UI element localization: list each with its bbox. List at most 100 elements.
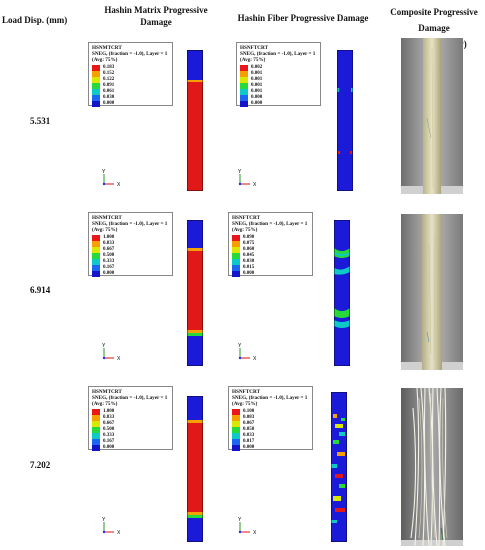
row2-matrix-beam	[186, 219, 204, 367]
legend-entry: 0.083	[232, 414, 309, 421]
legend-value: 0.033	[243, 432, 255, 438]
svg-text:Y: Y	[102, 169, 106, 175]
legend-value: 0.075	[243, 240, 255, 246]
legend-swatch	[240, 100, 248, 107]
legend-entry: 0.090	[232, 234, 309, 241]
legend-entry: 0.667	[92, 246, 169, 253]
legend-value: 0.090	[243, 234, 255, 240]
svg-text:Y: Y	[102, 343, 106, 349]
legend-swatch	[92, 82, 100, 89]
row3-matrix-beam	[186, 395, 204, 543]
legend-swatch	[232, 438, 240, 445]
legend-value: 0.002	[251, 64, 263, 70]
legend-value: 0.001	[251, 82, 263, 88]
svg-text:X: X	[253, 530, 257, 536]
legend-swatch	[92, 100, 100, 107]
row2-fiber-legend: HSNFTCRT SNEG, (fraction = -1.0), Layer …	[228, 212, 313, 277]
legend-entry: 0.183	[92, 64, 169, 71]
load-disp-header: Load Disp. (mm)	[2, 15, 68, 25]
row1-fiber-beam	[336, 49, 354, 192]
row2-matrix-legend: HSNMTCRT SNEG, (fraction = -1.0), Layer …	[88, 212, 173, 277]
legend-value: 0.060	[243, 246, 255, 252]
svg-text:Y: Y	[238, 169, 242, 175]
row2-disp-label: 6.914	[30, 285, 51, 295]
legend-entry: 0.050	[232, 426, 309, 433]
legend-entry: 0.000	[92, 270, 169, 277]
legend-swatch	[240, 88, 248, 95]
legend-entry: 0.000	[232, 444, 309, 451]
legend-value: 0.000	[251, 94, 263, 100]
legend-entry: 1.000	[92, 234, 169, 241]
legend-value: 1.000	[103, 408, 115, 414]
legend-swatch	[92, 420, 100, 427]
legend-swatch	[232, 240, 240, 247]
legend-swatch	[92, 414, 100, 421]
legend-value: 0.667	[103, 420, 115, 426]
legend-swatch	[232, 408, 240, 415]
legend-entry: 0.001	[240, 76, 317, 83]
legend-entry: 0.000	[92, 444, 169, 451]
svg-text:X: X	[117, 356, 121, 362]
legend-value: 0.152	[103, 70, 115, 76]
legend-value: 0.030	[103, 94, 115, 100]
legend-value: 0.050	[243, 426, 255, 432]
legend-swatch	[232, 420, 240, 427]
legend-value: 0.091	[103, 82, 115, 88]
legend-value: 0.000	[243, 444, 255, 450]
legend-value: 0.017	[243, 438, 255, 444]
legend-entry: 0.000	[92, 100, 169, 107]
legend-entry: 0.100	[232, 408, 309, 415]
legend-swatch	[232, 414, 240, 421]
legend-entry: 0.060	[232, 246, 309, 253]
legend-value: 0.045	[243, 252, 255, 258]
legend-swatch	[92, 408, 100, 415]
legend-swatch	[240, 70, 248, 77]
legend-swatch	[92, 240, 100, 247]
row1-matrix-beam	[186, 49, 204, 207]
legend-value: 0.500	[103, 252, 115, 258]
legend-swatch	[92, 426, 100, 433]
legend-swatch	[92, 88, 100, 95]
legend-swatch	[92, 252, 100, 259]
fiber-damage-header: Hashin Fiber Progressive Damage	[237, 13, 369, 23]
legend-entry: 0.333	[92, 258, 169, 265]
row1-matrix-legend: HSNMTCRT SNEG, (fraction = -1.0), Layer …	[88, 42, 173, 107]
legend-value: 0.100	[243, 408, 255, 414]
legend-swatch	[232, 246, 240, 253]
legend-swatch	[92, 270, 100, 277]
legend-swatch	[92, 246, 100, 253]
legend-entry: 0.000	[232, 270, 309, 277]
legend-swatch	[232, 432, 240, 439]
row3-disp-label: 7.202	[30, 460, 51, 470]
legend-entry: 0.667	[92, 420, 169, 427]
legend-value: 0.000	[103, 270, 115, 276]
legend-value: 0.500	[103, 426, 115, 432]
legend-value: 0.000	[103, 100, 115, 106]
legend-value: 0.833	[103, 414, 115, 420]
legend-entry: 0.075	[232, 240, 309, 247]
row2-composite-photo	[401, 214, 463, 370]
legend-value: 0.083	[243, 414, 255, 420]
legend-entry: 0.061	[92, 88, 169, 95]
legend-scale: 0.002 0.001 0.001 0.001 0.001 0.000 0.000	[240, 64, 317, 107]
legend-entry: 0.000	[240, 94, 317, 101]
svg-text:Y: Y	[238, 517, 242, 523]
legend-value: 0.030	[243, 258, 255, 264]
legend-value: 0.001	[251, 88, 263, 94]
legend-value: 0.167	[103, 438, 115, 444]
legend-entry: 0.001	[240, 82, 317, 89]
legend-swatch	[240, 82, 248, 89]
legend-value: 0.333	[103, 432, 115, 438]
legend-value: 0.067	[243, 420, 255, 426]
legend-swatch	[92, 64, 100, 71]
legend-swatch	[232, 258, 240, 265]
legend-entry: 0.500	[92, 252, 169, 259]
legend-swatch	[92, 264, 100, 271]
legend-entry: 0.045	[232, 252, 309, 259]
legend-entry: 0.001	[240, 70, 317, 77]
legend-swatch	[92, 70, 100, 77]
svg-text:X: X	[253, 356, 257, 362]
legend-entry: 0.001	[240, 88, 317, 95]
